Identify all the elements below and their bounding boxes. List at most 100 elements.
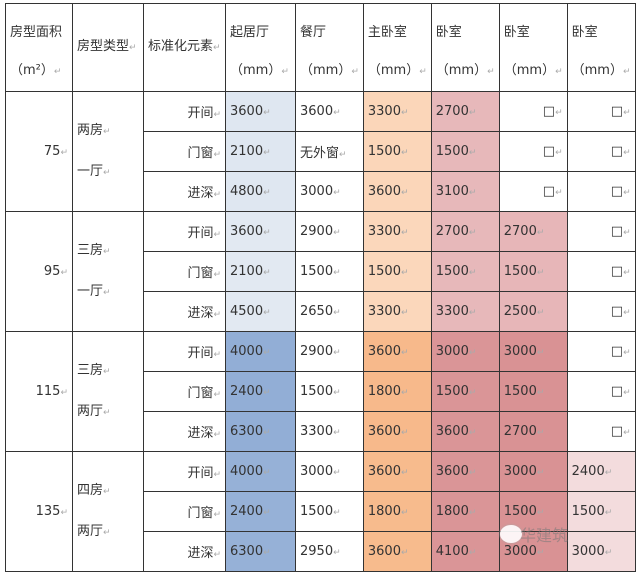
- value-cell: 2100: [225, 131, 296, 172]
- value-cell: 1500: [430, 131, 500, 172]
- value-cell: 1500: [295, 371, 364, 412]
- value-cell: 2900: [295, 331, 364, 372]
- empty-cell: □: [566, 171, 636, 212]
- element-cell: 开间: [143, 91, 226, 132]
- value-cell: 4000: [225, 451, 296, 492]
- value-cell: 3300: [362, 291, 432, 332]
- value-cell: 1500: [498, 251, 568, 292]
- value-cell: 1500: [295, 491, 364, 532]
- value-cell: 1500: [295, 251, 364, 292]
- value-cell: 2500: [498, 291, 568, 332]
- value-cell: 1500: [430, 371, 500, 412]
- value-cell: 4100: [430, 531, 500, 572]
- value-cell: 1500: [362, 131, 432, 172]
- value-cell: 3300: [362, 211, 432, 252]
- header-element: 标准化元素: [143, 3, 226, 92]
- value-cell: 2400: [225, 371, 296, 412]
- empty-cell: □: [566, 211, 636, 252]
- header-room: 卧室 （mm）: [566, 3, 636, 92]
- element-cell: 开间: [143, 451, 226, 492]
- table-row: 75两房一厅开间3600360033002700□□: [5, 91, 636, 212]
- value-cell: 4000: [225, 331, 296, 372]
- area-cell: 115: [5, 331, 73, 452]
- type-cell: 三房两厅: [72, 331, 144, 452]
- header-room: 主卧室 （mm）: [362, 3, 432, 92]
- watermark: 华建筑: [520, 526, 569, 545]
- table-row: 95三房一厅开间36002900330027002700□: [5, 211, 636, 332]
- value-cell: 6300: [225, 531, 296, 572]
- wechat-icon: [500, 525, 522, 543]
- header-type: 房型类型: [72, 3, 144, 92]
- type-cell: 四房两厅: [72, 451, 144, 572]
- value-cell: 1500: [498, 371, 568, 412]
- element-cell: 开间: [143, 331, 226, 372]
- header-room: 起居厅 （mm）: [225, 3, 296, 92]
- value-cell: 1500: [498, 491, 568, 532]
- element-cell: 门窗: [143, 491, 226, 532]
- value-cell: 1500: [566, 491, 636, 532]
- value-cell: 3300: [362, 91, 432, 132]
- value-cell: 2400: [225, 491, 296, 532]
- value-cell: 3600: [295, 91, 364, 132]
- value-cell: 3300: [430, 291, 500, 332]
- header-area: 房型面积 （m²）: [5, 3, 73, 92]
- value-cell: 2700: [430, 211, 500, 252]
- element-cell: 门窗: [143, 251, 226, 292]
- table-row: 115三房两厅开间40002900360030003000□: [5, 331, 636, 452]
- value-cell: 2100: [225, 251, 296, 292]
- value-cell: 1500: [430, 251, 500, 292]
- value-cell: 3000: [295, 451, 364, 492]
- value-cell: 4800: [225, 171, 296, 212]
- table-row: 进深630029503600410030003000: [6, 531, 636, 572]
- value-cell: 3600: [362, 331, 432, 372]
- value-cell: 3600: [362, 531, 432, 572]
- value-cell: 1800: [362, 371, 432, 412]
- value-cell: 1500: [362, 251, 432, 292]
- header-room: 卧室 （mm）: [430, 3, 500, 92]
- element-cell: 进深: [143, 411, 226, 452]
- value-cell: 1800: [430, 491, 500, 532]
- value-cell: 3600: [430, 411, 500, 452]
- value-cell: 3600: [225, 91, 296, 132]
- value-cell: 2700: [498, 411, 568, 452]
- value-cell: 3000: [295, 171, 364, 212]
- empty-cell: □: [566, 291, 636, 332]
- empty-cell: □: [566, 371, 636, 412]
- value-cell: 2400: [566, 451, 636, 492]
- value-cell: 2900: [295, 211, 364, 252]
- area-cell: 135: [5, 451, 73, 572]
- element-cell: 进深: [143, 531, 226, 572]
- value-cell: 6300: [225, 411, 296, 452]
- table-row: 135四房两厅开间400030003600360030002400: [5, 451, 636, 572]
- value-cell: 3000: [498, 451, 568, 492]
- element-cell: 进深: [143, 171, 226, 212]
- type-cell: 三房一厅: [72, 211, 144, 332]
- area-cell: 95: [5, 211, 73, 332]
- empty-cell: □: [566, 331, 636, 372]
- value-cell: 3000: [430, 331, 500, 372]
- value-cell: 2700: [498, 211, 568, 252]
- header-row: 房型面积（m²） 房型类型 标准化元素 起居厅（mm） 餐厅（mm） 主卧室（m…: [5, 3, 636, 92]
- room-dimension-table: 房型面积（m²） 房型类型 标准化元素 起居厅（mm） 餐厅（mm） 主卧室（m…: [5, 3, 636, 572]
- value-cell: 3000: [498, 331, 568, 372]
- empty-cell: □: [566, 251, 636, 292]
- value-cell: 2700: [430, 91, 500, 132]
- value-cell: 3600: [225, 211, 296, 252]
- value-cell: 无外窗: [295, 131, 364, 172]
- value-cell: 1800: [362, 491, 432, 532]
- value-cell: 3100: [430, 171, 500, 212]
- value-cell: 2950: [295, 531, 364, 572]
- value-cell: 4500: [225, 291, 296, 332]
- empty-cell: □: [566, 411, 636, 452]
- element-cell: 开间: [143, 211, 226, 252]
- table-row: 门窗24001500180015001500□: [6, 371, 636, 412]
- value-cell: 3600: [362, 411, 432, 452]
- element-cell: 门窗: [143, 131, 226, 172]
- value-cell: 3000: [566, 531, 636, 572]
- table-row: 进深63003300360036002700□: [6, 411, 636, 452]
- header-room: 卧室 （mm）: [498, 3, 568, 92]
- value-cell: 3600: [362, 451, 432, 492]
- area-cell: 75: [5, 91, 73, 212]
- empty-cell: □: [498, 171, 568, 212]
- empty-cell: □: [498, 91, 568, 132]
